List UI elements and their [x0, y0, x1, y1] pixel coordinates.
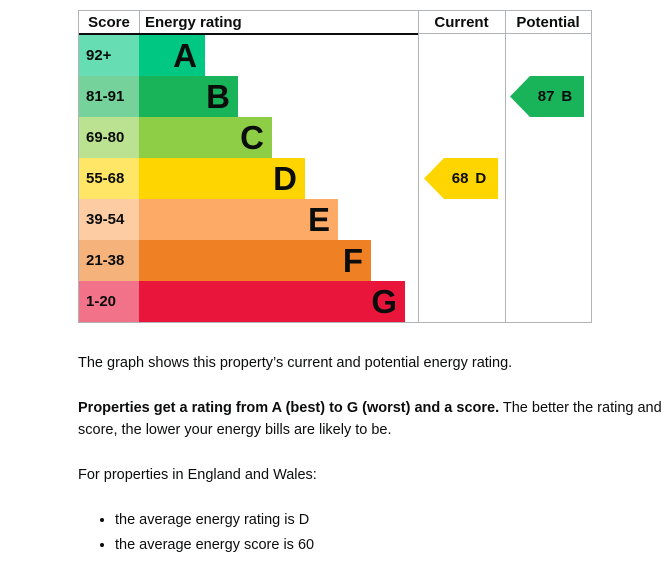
- band-row-f: 21-38 F: [79, 240, 591, 281]
- rating-explanation-bold: Properties get a rating from A (best) to…: [78, 400, 500, 416]
- rating-bar-b: B: [139, 76, 238, 117]
- rating-bar-g: G: [139, 281, 405, 322]
- average-score-item: the average energy score is 60: [115, 534, 672, 556]
- band-row-d: 55-68 D: [79, 158, 591, 199]
- header-rule-light: [418, 33, 591, 34]
- potential-column-divider: [505, 11, 506, 322]
- rating-explanation-rest: The better the rating and score, the low…: [78, 400, 662, 438]
- band-row-e: 39-54 E: [79, 199, 591, 240]
- score-range-d: 55-68: [79, 158, 139, 199]
- potential-column-header: Potential: [516, 13, 580, 31]
- energy-rating-column-header: Energy rating: [145, 13, 242, 31]
- current-column-header: Current: [434, 13, 489, 31]
- band-row-a: 92+ A: [79, 35, 591, 76]
- score-range-b: 81-91: [79, 76, 139, 117]
- current-score-value: 68: [451, 170, 469, 187]
- score-range-e: 39-54: [79, 199, 139, 240]
- current-column-divider: [418, 11, 419, 322]
- score-range-c: 69-80: [79, 117, 139, 158]
- rating-bar-e: E: [139, 199, 338, 240]
- potential-band-letter: B: [561, 88, 573, 105]
- rating-bar-d: D: [139, 158, 305, 199]
- header-rule: [79, 33, 418, 35]
- score-header-divider: [139, 11, 140, 33]
- band-row-b: 81-91 B: [79, 76, 591, 117]
- rating-bar-c: C: [139, 117, 272, 158]
- score-column-header: Score: [88, 13, 130, 31]
- score-range-g: 1-20: [79, 281, 139, 322]
- graph-summary-paragraph: The graph shows this property’s current …: [78, 355, 513, 371]
- averages-bullet-list: the average energy rating is D the avera…: [78, 509, 672, 556]
- average-rating-item: the average energy rating is D: [115, 509, 672, 531]
- score-range-a: 92+: [79, 35, 139, 76]
- description-text: The graph shows this property’s current …: [78, 352, 672, 556]
- band-row-g: 1-20 G: [79, 281, 591, 322]
- rating-bar-a: A: [139, 35, 205, 76]
- rating-explanation-paragraph: Properties get a rating from A (best) to…: [78, 397, 672, 441]
- epc-rating-chart: Score Energy rating Current Potential 92…: [78, 10, 592, 323]
- potential-score-value: 87: [537, 88, 555, 105]
- current-band-letter: D: [475, 170, 487, 187]
- band-rows: 92+ A 81-91 B 69-80 C 55-68 D 39-54 E 21…: [79, 35, 591, 322]
- band-row-c: 69-80 C: [79, 117, 591, 158]
- england-wales-paragraph: For properties in England and Wales:: [78, 467, 317, 483]
- rating-bar-f: F: [139, 240, 371, 281]
- score-range-f: 21-38: [79, 240, 139, 281]
